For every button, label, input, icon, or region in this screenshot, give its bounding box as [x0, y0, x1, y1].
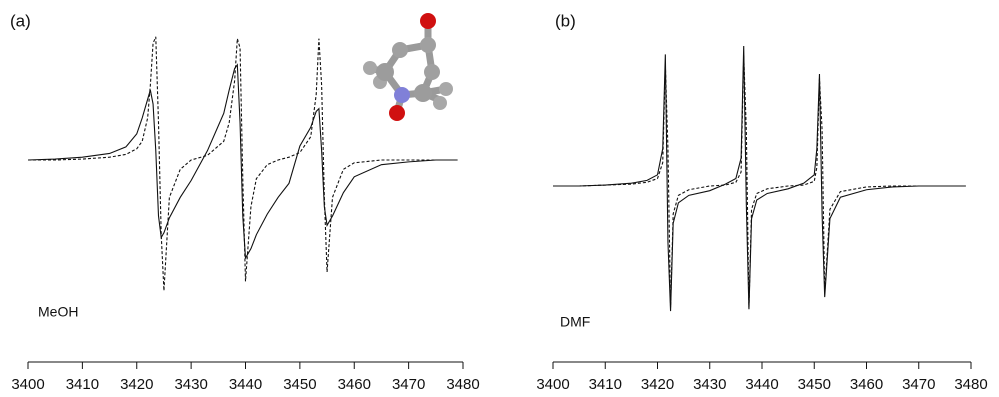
x-tick-label: 3400 [536, 376, 569, 393]
molecule-illustration [363, 13, 453, 121]
x-tick-label: 3450 [283, 376, 316, 393]
x-tick-label: 3440 [745, 376, 778, 393]
x-tick-label: 3470 [902, 376, 935, 393]
figure: (a) MeOH 3400 3410 3420 3430 3440 3450 3460 3470 3… [0, 0, 999, 397]
x-tick-label: 3410 [589, 376, 622, 393]
panel-label: (b) [555, 11, 576, 30]
x-tick-label: 3420 [641, 376, 674, 393]
x-tick-label: 3450 [798, 376, 831, 393]
x-tick-label: 3480 [954, 376, 987, 393]
panel-label: (a) [10, 11, 31, 30]
solvent-label: DMF [560, 314, 590, 330]
x-tick-label: 3420 [120, 376, 153, 393]
x-tick-label: 3480 [446, 376, 479, 393]
x-tick-label: 3400 [11, 376, 44, 393]
x-tick-label: 3410 [66, 376, 99, 393]
x-tick-label: 3460 [338, 376, 371, 393]
x-tick-label: 3470 [392, 376, 425, 393]
x-tick-label: 3430 [174, 376, 207, 393]
solvent-label: MeOH [38, 304, 78, 320]
spectrum-line [553, 46, 966, 311]
x-tick-label: 3430 [693, 376, 726, 393]
spectrum-line [553, 55, 966, 307]
x-tick-label: 3440 [229, 376, 262, 393]
x-tick-label: 3460 [850, 376, 883, 393]
